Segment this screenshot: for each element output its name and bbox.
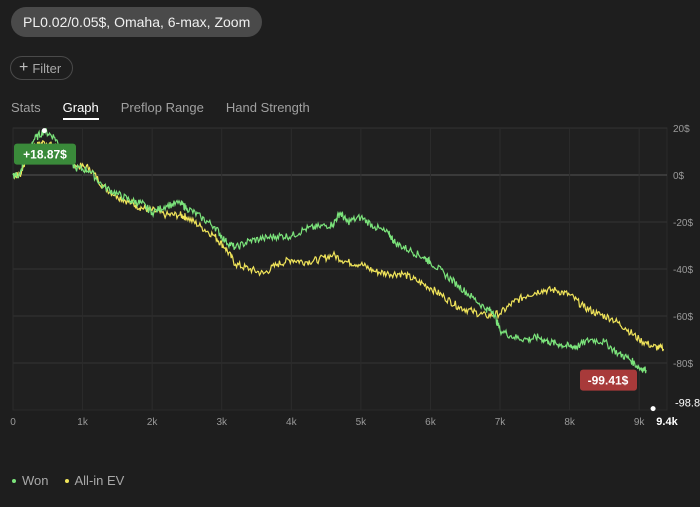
x-tick-label: 2k — [147, 417, 159, 428]
legend: Won All-in EV — [12, 473, 124, 488]
tab-bar: Stats Graph Preflop Range Hand Strength — [11, 100, 332, 120]
won-series-line — [12, 128, 647, 374]
x-tick-label: 7k — [495, 417, 507, 428]
max-point-marker — [41, 128, 47, 134]
profit-graph[interactable]: 20$ 0$ -20$ -40$ -60$ -80$ 0 1k 2k 3k 4k 5k 6k 7k 8k 9k… — [0, 120, 700, 438]
x-tick-label: 8k — [564, 417, 576, 428]
legend-label-allin-ev: All-in EV — [74, 473, 125, 488]
y-tick-label: 0$ — [673, 171, 685, 182]
tab-preflop-range[interactable]: Preflop Range — [120, 100, 204, 115]
x-tick-label: 3k — [216, 417, 228, 428]
y-tick-label: -20$ — [673, 218, 693, 229]
x-tick-label: 0 — [10, 417, 16, 428]
end-value-label: -98.8 — [675, 398, 700, 410]
x-tick-label: 1k — [77, 417, 89, 428]
filter-button[interactable]: + Filter — [10, 56, 74, 80]
allin-ev-dot-icon — [64, 478, 69, 483]
won-dot-icon — [12, 478, 16, 483]
tab-hand-strength[interactable]: Hand Strength — [225, 100, 310, 115]
filter-label: Filter — [32, 60, 62, 76]
plus-icon: + — [19, 59, 29, 76]
legend-item-won[interactable]: Won — [12, 473, 49, 488]
y-tick-label: 20$ — [673, 124, 690, 135]
min-badge-label: -99.41$ — [588, 374, 629, 388]
x-tick-label: 9k — [634, 417, 646, 428]
session-title-pill[interactable]: PL0.02/0.05$, Omaha, 6-max, Zoom — [11, 7, 263, 37]
y-tick-label: -60$ — [673, 312, 693, 323]
max-badge — [14, 143, 76, 165]
x-end-label: 9.4k — [656, 416, 678, 428]
max-badge-label: +18.87$ — [23, 148, 67, 162]
x-tick-label: 4k — [286, 417, 298, 428]
legend-item-allin-ev[interactable]: All-in EV — [64, 473, 125, 488]
tab-stats[interactable]: Stats — [11, 100, 41, 115]
tab-graph[interactable]: Graph — [62, 100, 99, 120]
min-badge — [580, 369, 637, 391]
x-tick-label: 6k — [425, 417, 437, 428]
x-tick-label: 5k — [356, 417, 368, 428]
session-title: PL0.02/0.05$, Omaha, 6-max, Zoom — [23, 14, 251, 30]
y-tick-label: -80$ — [673, 359, 693, 370]
y-tick-label: -40$ — [673, 265, 693, 276]
legend-label-won: Won — [22, 473, 49, 488]
min-point-marker — [650, 406, 656, 412]
